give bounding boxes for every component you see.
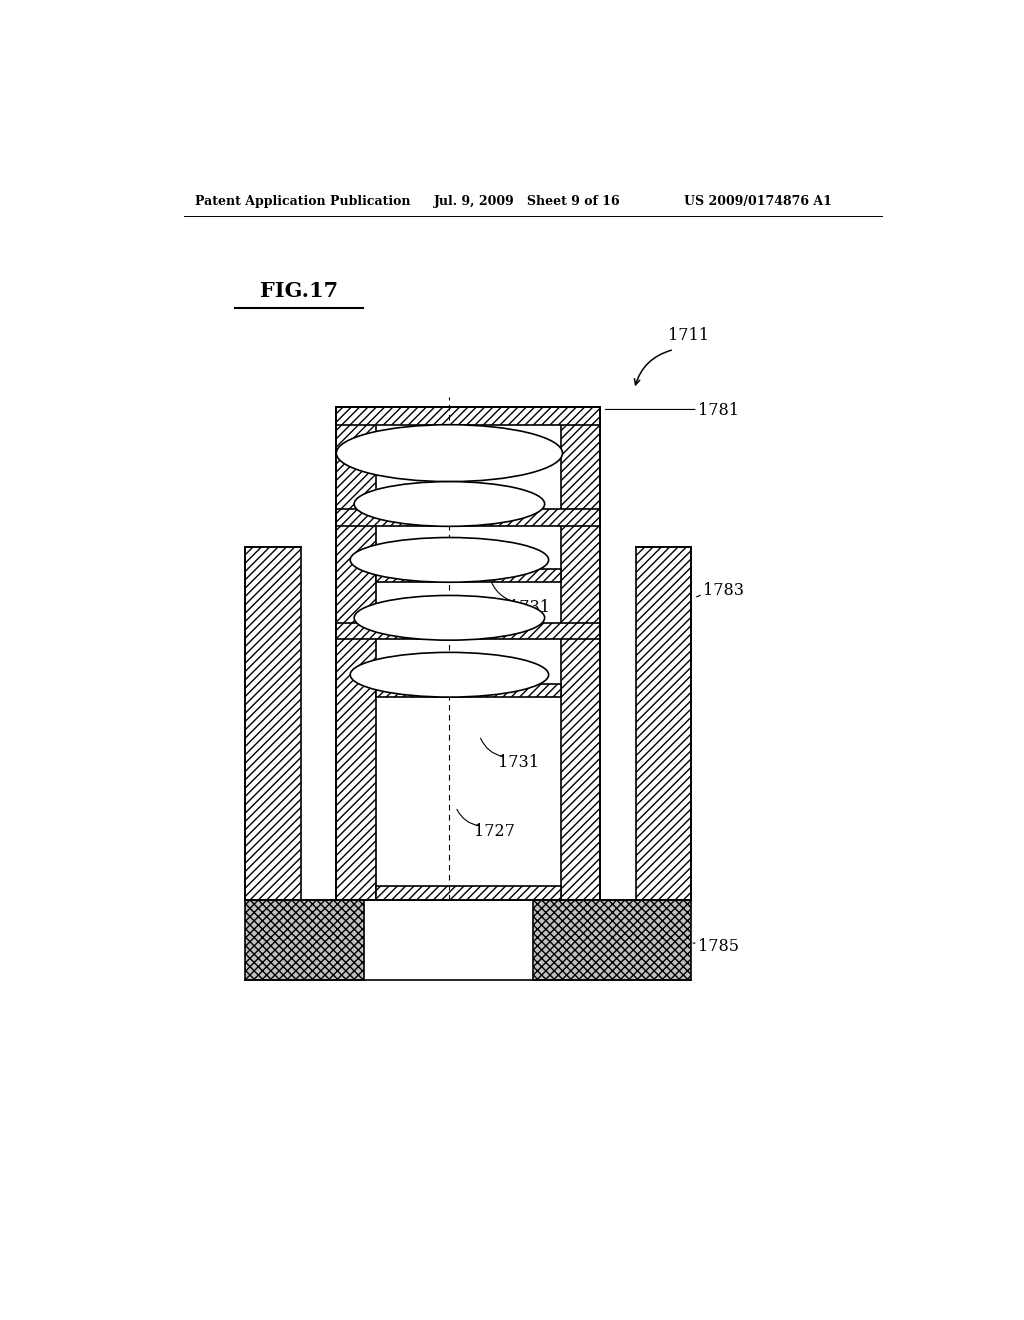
Text: 1783: 1783	[702, 582, 743, 599]
Bar	[636, 546, 691, 900]
Text: FIG.17: FIG.17	[259, 281, 338, 301]
Ellipse shape	[350, 537, 549, 582]
Ellipse shape	[336, 425, 562, 482]
Bar	[376, 886, 560, 900]
Bar	[246, 900, 365, 979]
Text: 1781: 1781	[697, 403, 738, 418]
Bar	[336, 408, 376, 900]
Bar	[376, 684, 560, 697]
Text: 1711: 1711	[668, 327, 709, 343]
Bar	[246, 546, 301, 900]
Text: 1727: 1727	[474, 822, 515, 840]
Text: Jul. 9, 2009   Sheet 9 of 16: Jul. 9, 2009 Sheet 9 of 16	[433, 194, 621, 207]
Bar	[376, 569, 560, 582]
Ellipse shape	[354, 482, 545, 527]
Bar	[246, 408, 691, 900]
Text: 1727: 1727	[498, 678, 539, 696]
Ellipse shape	[350, 652, 549, 697]
Text: Patent Application Publication: Patent Application Publication	[196, 194, 411, 207]
Bar	[532, 900, 691, 979]
Bar	[301, 546, 336, 900]
Ellipse shape	[354, 595, 545, 640]
Text: 1731: 1731	[498, 754, 539, 771]
Bar	[600, 546, 636, 900]
Bar	[336, 623, 600, 639]
Bar	[336, 408, 600, 425]
Text: US 2009/0174876 A1: US 2009/0174876 A1	[684, 194, 831, 207]
Text: 1785: 1785	[697, 937, 738, 954]
Bar	[336, 510, 600, 527]
Bar	[560, 408, 600, 900]
Text: 1731: 1731	[509, 599, 550, 616]
